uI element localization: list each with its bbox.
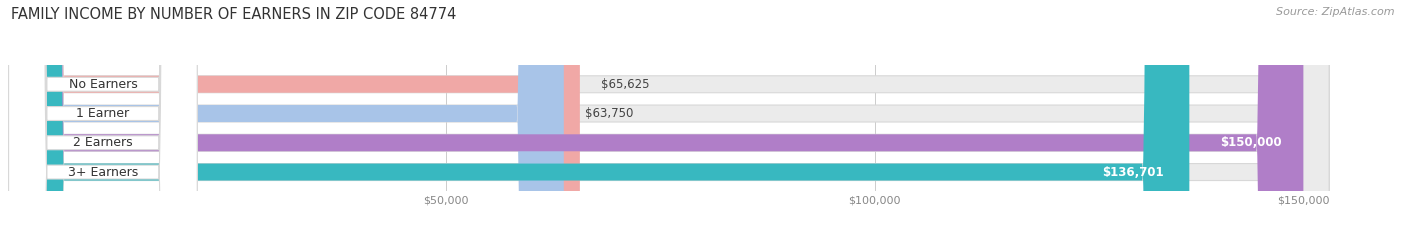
Text: 3+ Earners: 3+ Earners bbox=[67, 165, 138, 178]
FancyBboxPatch shape bbox=[17, 0, 1303, 233]
FancyBboxPatch shape bbox=[17, 0, 1329, 233]
FancyBboxPatch shape bbox=[17, 0, 1329, 233]
FancyBboxPatch shape bbox=[8, 0, 197, 233]
FancyBboxPatch shape bbox=[17, 0, 564, 233]
Text: $65,625: $65,625 bbox=[602, 78, 650, 91]
FancyBboxPatch shape bbox=[8, 0, 197, 233]
FancyBboxPatch shape bbox=[17, 0, 1189, 233]
FancyBboxPatch shape bbox=[17, 0, 1329, 233]
FancyBboxPatch shape bbox=[17, 0, 579, 233]
FancyBboxPatch shape bbox=[8, 0, 197, 233]
Text: No Earners: No Earners bbox=[69, 78, 138, 91]
FancyBboxPatch shape bbox=[17, 0, 1329, 233]
Text: FAMILY INCOME BY NUMBER OF EARNERS IN ZIP CODE 84774: FAMILY INCOME BY NUMBER OF EARNERS IN ZI… bbox=[11, 7, 457, 22]
Text: $136,701: $136,701 bbox=[1102, 165, 1164, 178]
Text: 2 Earners: 2 Earners bbox=[73, 136, 132, 149]
Text: 1 Earner: 1 Earner bbox=[76, 107, 129, 120]
FancyBboxPatch shape bbox=[8, 0, 197, 233]
Text: Source: ZipAtlas.com: Source: ZipAtlas.com bbox=[1277, 7, 1395, 17]
Text: $150,000: $150,000 bbox=[1220, 136, 1282, 149]
Text: $63,750: $63,750 bbox=[585, 107, 634, 120]
